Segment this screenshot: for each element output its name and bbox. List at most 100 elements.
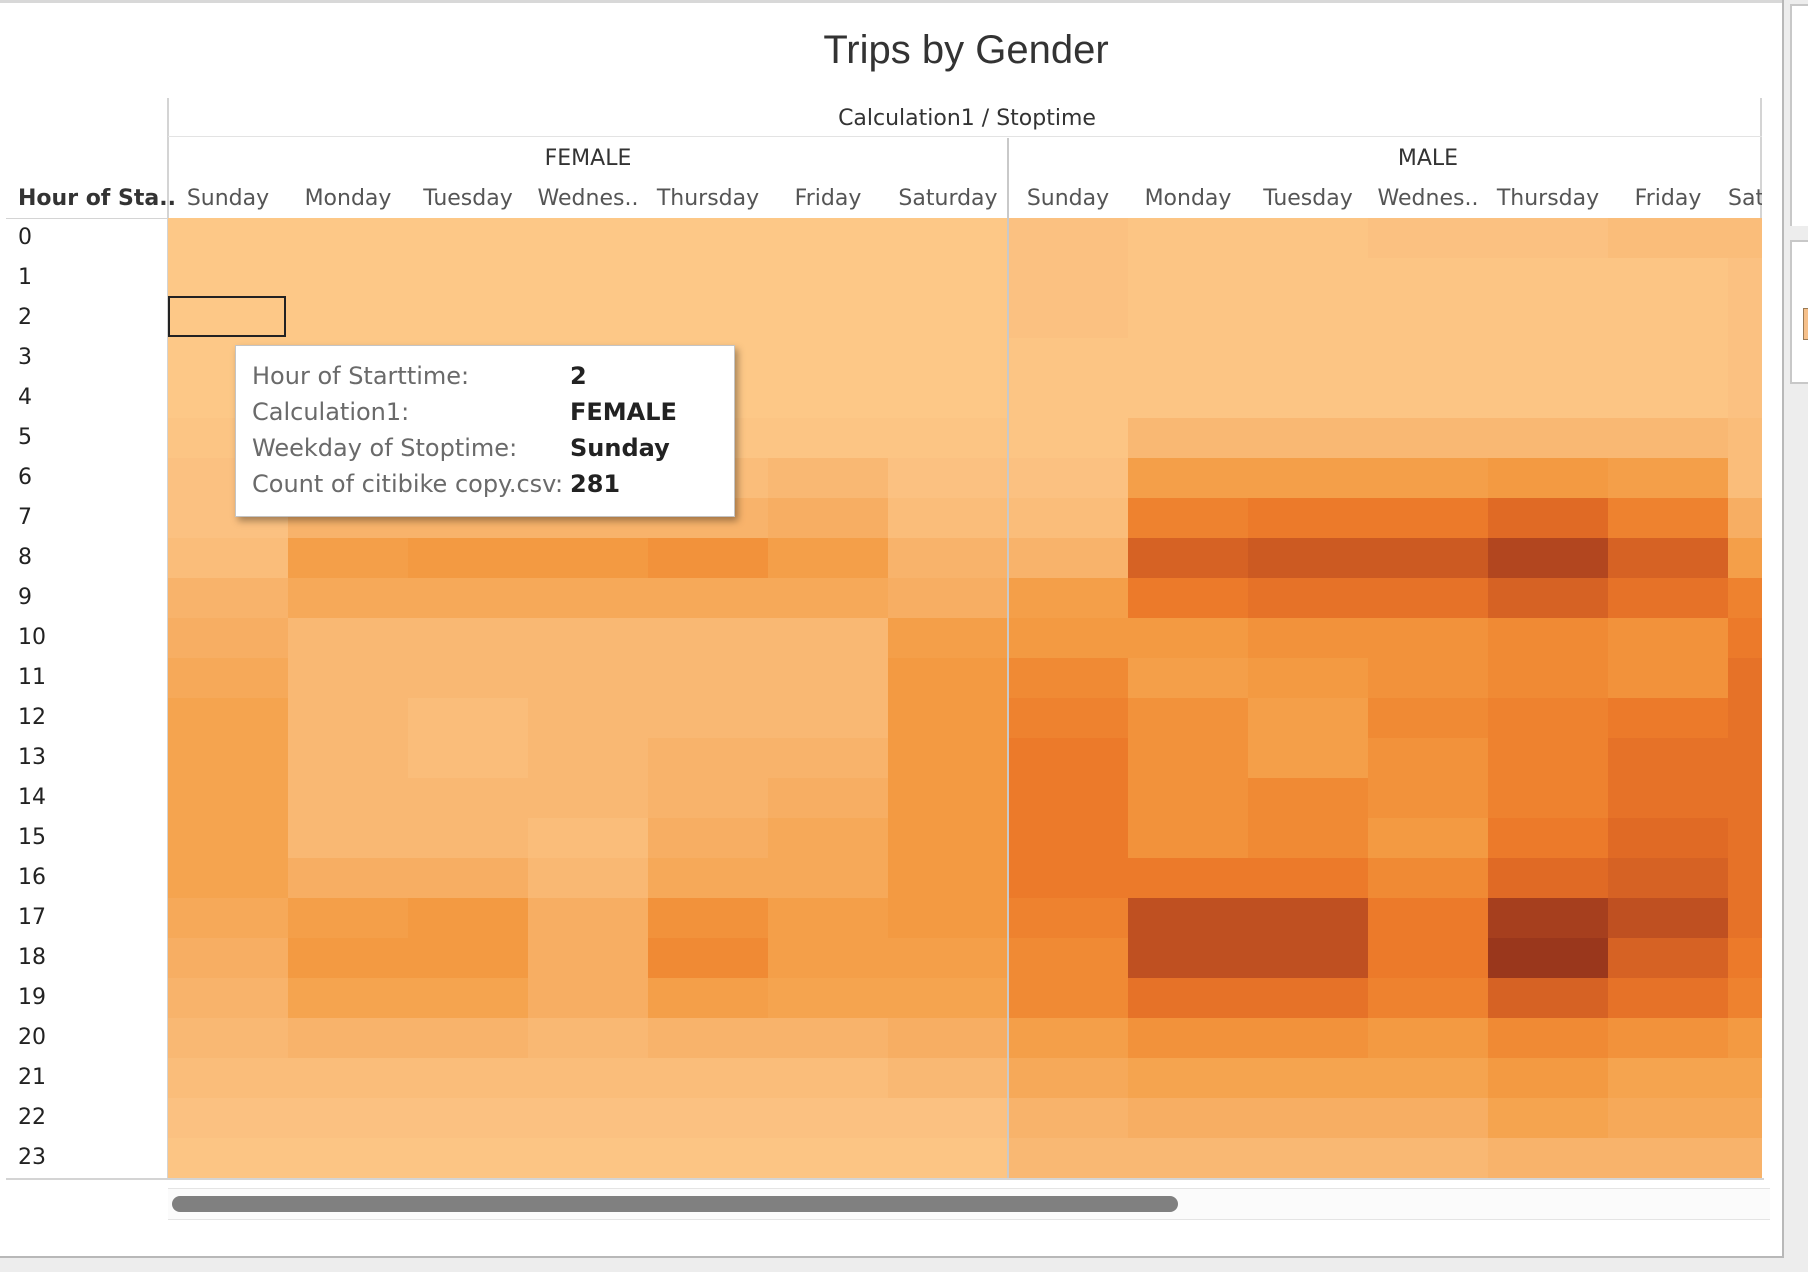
heatmap-cell[interactable] — [1128, 938, 1248, 978]
heatmap-cell[interactable] — [288, 898, 408, 938]
heatmap-cell[interactable] — [768, 898, 888, 938]
day-header[interactable]: Sunday — [1026, 186, 1110, 211]
heatmap-cell[interactable] — [1608, 658, 1728, 698]
heatmap-cell[interactable] — [1608, 738, 1728, 778]
heatmap-cell[interactable] — [1608, 498, 1728, 538]
heatmap-cell[interactable] — [1128, 618, 1248, 658]
row-field-header[interactable]: Hour of Sta.. — [18, 186, 176, 211]
heatmap-cell[interactable] — [168, 538, 288, 578]
heatmap-cell[interactable] — [408, 1018, 528, 1058]
heatmap-cell[interactable] — [288, 1058, 408, 1098]
heatmap-cell[interactable] — [1728, 778, 1762, 818]
heatmap-cell[interactable] — [168, 258, 288, 298]
heatmap-cell[interactable] — [1368, 858, 1488, 898]
heatmap-cell[interactable] — [168, 298, 288, 338]
hour-row-label[interactable]: 7 — [18, 505, 32, 530]
heatmap-cell[interactable] — [1488, 738, 1608, 778]
heatmap-cell[interactable] — [1488, 338, 1608, 378]
heatmap-cell[interactable] — [408, 658, 528, 698]
heatmap-cell[interactable] — [1248, 778, 1368, 818]
heatmap-cell[interactable] — [1608, 698, 1728, 738]
heatmap-cell[interactable] — [648, 1098, 768, 1138]
heatmap-cell[interactable] — [528, 218, 648, 258]
heatmap-cell[interactable] — [1488, 538, 1608, 578]
heatmap-cell[interactable] — [1488, 418, 1608, 458]
heatmap-cell[interactable] — [888, 618, 1008, 658]
hour-row-label[interactable]: 10 — [18, 625, 46, 650]
heatmap-cell[interactable] — [168, 218, 288, 258]
day-header[interactable]: Monday — [304, 186, 392, 211]
heatmap-cell[interactable] — [168, 898, 288, 938]
hour-row-label[interactable]: 8 — [18, 545, 32, 570]
heatmap-cell[interactable] — [168, 778, 288, 818]
heatmap-cell[interactable] — [1368, 698, 1488, 738]
heatmap-cell[interactable] — [768, 298, 888, 338]
heatmap-cell[interactable] — [1728, 698, 1762, 738]
heatmap-cell[interactable] — [1608, 618, 1728, 658]
day-header[interactable]: Sat — [1728, 186, 1762, 211]
heatmap-cell[interactable] — [1008, 858, 1128, 898]
heatmap-cell[interactable] — [768, 818, 888, 858]
heatmap-cell[interactable] — [1368, 1138, 1488, 1178]
heatmap-cell[interactable] — [528, 618, 648, 658]
heatmap-cell[interactable] — [408, 1138, 528, 1178]
day-header[interactable]: Monday — [1144, 186, 1232, 211]
day-header[interactable]: Thursday — [1496, 186, 1600, 211]
hour-row-label[interactable]: 1 — [18, 265, 32, 290]
heatmap-cell[interactable] — [528, 658, 648, 698]
heatmap-cell[interactable] — [1128, 578, 1248, 618]
heatmap-cell[interactable] — [1488, 1018, 1608, 1058]
heatmap-cell[interactable] — [1128, 778, 1248, 818]
heatmap-cell[interactable] — [768, 658, 888, 698]
heatmap-cell[interactable] — [1368, 298, 1488, 338]
heatmap-cell[interactable] — [1608, 1098, 1728, 1138]
hour-row-label[interactable]: 14 — [18, 785, 46, 810]
day-header[interactable]: Wednes.. — [1377, 186, 1479, 211]
heatmap-cell[interactable] — [168, 698, 288, 738]
hour-row-label[interactable]: 21 — [18, 1065, 46, 1090]
group-header-female[interactable]: FEMALE — [544, 146, 632, 171]
hour-row-label[interactable]: 6 — [18, 465, 32, 490]
heatmap-cell[interactable] — [288, 1098, 408, 1138]
heatmap-cell[interactable] — [168, 738, 288, 778]
heatmap-cell[interactable] — [768, 738, 888, 778]
heatmap-cell[interactable] — [1368, 978, 1488, 1018]
heatmap-cell[interactable] — [1608, 778, 1728, 818]
heatmap-cell[interactable] — [288, 738, 408, 778]
heatmap-cell[interactable] — [1728, 378, 1762, 418]
heatmap-cell[interactable] — [528, 298, 648, 338]
heatmap-cell[interactable] — [1248, 378, 1368, 418]
heatmap-cell[interactable] — [1368, 338, 1488, 378]
heatmap-cell[interactable] — [1248, 978, 1368, 1018]
heatmap-cell[interactable] — [1128, 338, 1248, 378]
heatmap-cell[interactable] — [888, 1138, 1008, 1178]
heatmap-cell[interactable] — [888, 418, 1008, 458]
day-header[interactable]: Tuesday — [423, 186, 513, 211]
heatmap-cell[interactable] — [1248, 818, 1368, 858]
heatmap-cell[interactable] — [648, 258, 768, 298]
heatmap-cell[interactable] — [1008, 498, 1128, 538]
heatmap-cell[interactable] — [288, 618, 408, 658]
heatmap-cell[interactable] — [1608, 898, 1728, 938]
heatmap-cell[interactable] — [1128, 218, 1248, 258]
heatmap-cell[interactable] — [1368, 498, 1488, 538]
heatmap-cell[interactable] — [1368, 618, 1488, 658]
hour-row-label[interactable]: 13 — [18, 745, 46, 770]
heatmap-cell[interactable] — [1608, 218, 1728, 258]
heatmap-cell[interactable] — [1728, 1018, 1762, 1058]
heatmap-cell[interactable] — [168, 618, 288, 658]
heatmap-cell[interactable] — [528, 1098, 648, 1138]
heatmap-cell[interactable] — [1248, 1138, 1368, 1178]
heatmap-cell[interactable] — [1248, 738, 1368, 778]
heatmap-cell[interactable] — [408, 578, 528, 618]
heatmap-cell[interactable] — [648, 578, 768, 618]
heatmap-cell[interactable] — [1368, 1018, 1488, 1058]
heatmap-cell[interactable] — [528, 978, 648, 1018]
heatmap-cell[interactable] — [768, 218, 888, 258]
heatmap-cell[interactable] — [408, 698, 528, 738]
heatmap-cell[interactable] — [1488, 458, 1608, 498]
heatmap-cell[interactable] — [1608, 818, 1728, 858]
heatmap-cell[interactable] — [1008, 458, 1128, 498]
heatmap-cell[interactable] — [648, 778, 768, 818]
heatmap-cell[interactable] — [888, 978, 1008, 1018]
